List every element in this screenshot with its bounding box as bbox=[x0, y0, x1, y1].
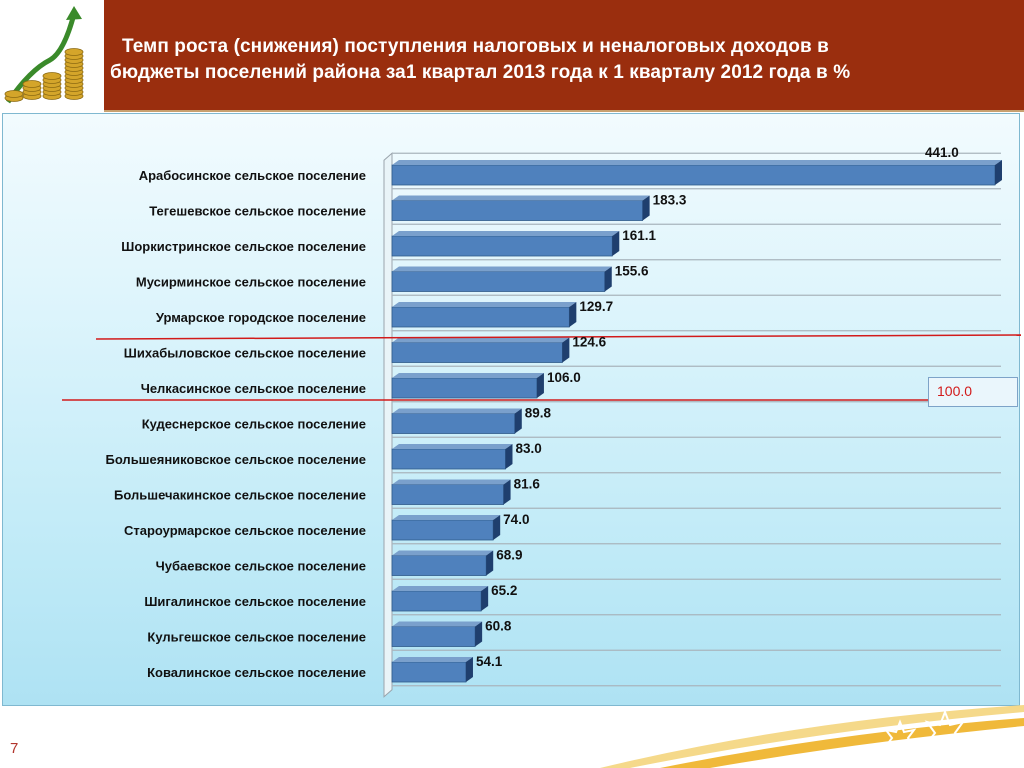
bar-side bbox=[465, 657, 473, 682]
value-labels: 441.0 183.3 161.1 155.6 129.7 124.6 106.0 89.8 8… bbox=[476, 145, 959, 669]
bar bbox=[391, 306, 570, 328]
bar-side bbox=[514, 408, 522, 434]
bar-side bbox=[612, 231, 620, 256]
value-label: 124.6 bbox=[572, 335, 606, 350]
bar-top bbox=[392, 408, 522, 414]
bar-top bbox=[392, 231, 620, 236]
bar bbox=[391, 413, 516, 434]
bar-side bbox=[503, 479, 511, 505]
category-label: Шоркистринское сельское поселение bbox=[121, 239, 366, 254]
category-label: Большечакинское сельское поселение bbox=[114, 488, 366, 503]
reference-value-box bbox=[928, 377, 1018, 407]
value-label: 441.0 bbox=[925, 145, 959, 160]
bar-top bbox=[392, 266, 612, 272]
value-label: 155.6 bbox=[615, 264, 649, 279]
category-label: Большеяниковское сельское поселение bbox=[105, 452, 366, 467]
star-ornament-icon bbox=[600, 705, 1024, 768]
bar-top bbox=[392, 302, 577, 307]
page-number: 7 bbox=[10, 740, 19, 757]
bar-side bbox=[569, 302, 577, 327]
bar bbox=[391, 626, 476, 647]
category-label: Чубаевское сельское поселение bbox=[156, 559, 366, 574]
bar-side bbox=[493, 515, 501, 540]
bar bbox=[391, 271, 606, 292]
bar-side bbox=[604, 266, 612, 292]
bar-side bbox=[486, 550, 494, 576]
bar-side bbox=[481, 586, 489, 611]
bar bbox=[391, 590, 482, 612]
bar bbox=[391, 448, 506, 470]
bars bbox=[391, 160, 1002, 683]
bar-side bbox=[536, 373, 544, 398]
reference-lines bbox=[62, 334, 1022, 401]
reference-line-urmar bbox=[95, 334, 1022, 340]
bar bbox=[391, 164, 996, 186]
category-labels: Арабосинское сельское поселение Тегешевск… bbox=[105, 168, 366, 680]
reference-value-label: 100.0 bbox=[937, 383, 973, 399]
bar-top bbox=[392, 621, 483, 627]
bar-top bbox=[392, 160, 1002, 165]
bar bbox=[391, 342, 563, 363]
category-label: Шигалинское сельское поселение bbox=[144, 594, 366, 609]
header-banner: Темп роста (снижения) поступления налого… bbox=[104, 0, 1024, 112]
value-label: 65.2 bbox=[491, 583, 517, 598]
category-label: Кудеснерское сельское поселение bbox=[142, 417, 366, 432]
bar bbox=[391, 200, 644, 221]
value-label: 106.0 bbox=[547, 370, 581, 385]
bar bbox=[391, 661, 467, 683]
chart-title-line-2: бюджеты поселений района за1 квартал 201… bbox=[110, 62, 851, 83]
bar-top bbox=[392, 444, 513, 449]
category-label: Кульгешское сельское поселение bbox=[147, 630, 366, 645]
bar-top bbox=[392, 515, 501, 520]
bar-side bbox=[505, 444, 513, 469]
category-label: Урмарское городское поселение bbox=[156, 310, 366, 325]
bar-top bbox=[392, 657, 473, 662]
bar bbox=[391, 555, 487, 576]
money-growth-icon bbox=[0, 0, 104, 110]
value-label: 81.6 bbox=[514, 477, 541, 492]
value-label: 129.7 bbox=[579, 299, 613, 314]
category-label: Арабосинское сельское поселение bbox=[139, 168, 366, 183]
bar bbox=[391, 235, 613, 257]
bar-side bbox=[642, 195, 650, 221]
category-label: Ковалинское сельское поселение bbox=[147, 665, 366, 680]
bar-top bbox=[392, 586, 489, 591]
value-label: 89.8 bbox=[525, 406, 552, 421]
value-label: 183.3 bbox=[653, 193, 687, 208]
bar-top bbox=[392, 337, 570, 343]
bar-top bbox=[392, 373, 544, 378]
bar-top bbox=[392, 550, 494, 556]
bar-side bbox=[562, 337, 570, 363]
bar-top bbox=[392, 195, 650, 201]
value-label: 60.8 bbox=[485, 619, 512, 634]
bar-top bbox=[392, 479, 511, 485]
axis-wall bbox=[383, 152, 393, 698]
bar bbox=[391, 377, 538, 399]
value-label: 68.9 bbox=[496, 548, 522, 563]
category-label: Челкасинское сельское поселение bbox=[141, 381, 366, 396]
value-label: 161.1 bbox=[622, 228, 656, 243]
category-label: Шихабыловское сельское поселение bbox=[124, 346, 366, 361]
chart-title-line-1: Темп роста (снижения) поступления налого… bbox=[122, 36, 829, 57]
bar bbox=[391, 484, 504, 505]
value-label: 74.0 bbox=[503, 512, 529, 527]
gridlines bbox=[383, 152, 1001, 698]
bar bbox=[391, 519, 494, 541]
category-label: Староурмарское сельское поселение bbox=[124, 523, 366, 538]
bar-side bbox=[995, 160, 1002, 185]
value-label: 54.1 bbox=[476, 654, 503, 669]
category-label: Мусирминское сельское поселение bbox=[136, 275, 366, 290]
value-label: 83.0 bbox=[515, 441, 541, 456]
bar-side bbox=[475, 621, 483, 647]
category-label: Тегешевское сельское поселение bbox=[149, 204, 366, 219]
